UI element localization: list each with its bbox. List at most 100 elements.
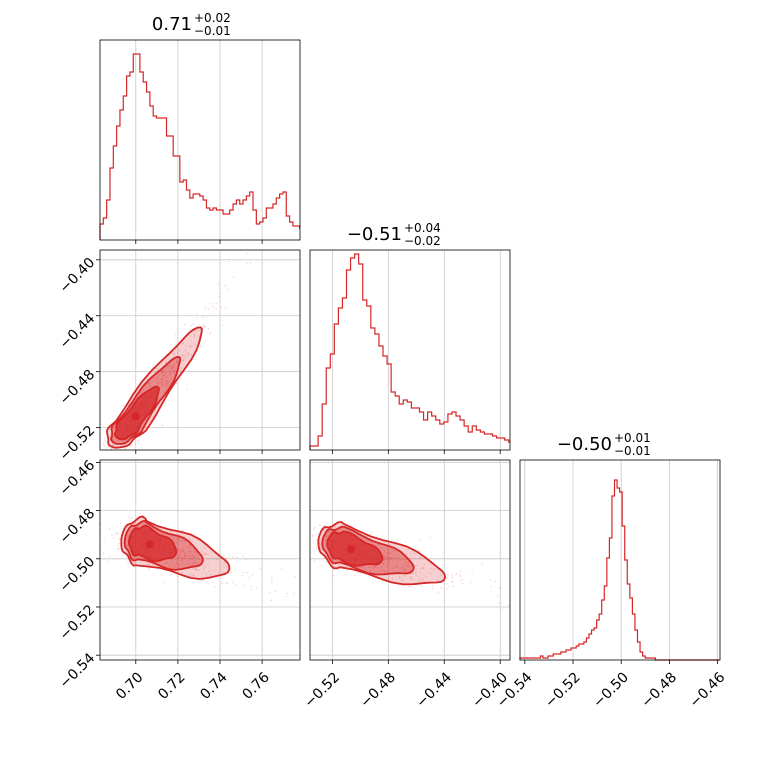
sample-point (315, 539, 317, 542)
sample-point (148, 567, 150, 570)
sample-point (166, 380, 168, 383)
sample-point (313, 552, 316, 555)
sample-point (133, 522, 136, 525)
sample-point (386, 566, 388, 568)
sample-point (149, 417, 152, 420)
sample-point (149, 563, 151, 566)
sample-point (176, 537, 178, 540)
sample-point (162, 380, 164, 382)
sample-point (242, 555, 244, 558)
sample-point (171, 367, 173, 369)
sample-point (419, 557, 422, 560)
sample-point (174, 566, 177, 568)
sample-point (384, 550, 386, 553)
sample-point (405, 565, 407, 567)
sample-point (178, 550, 181, 552)
sample-point (173, 354, 175, 356)
sample-point (203, 565, 206, 568)
sample-point (196, 313, 198, 315)
sample-point (216, 557, 218, 560)
sample-point (418, 576, 420, 578)
sample-point (147, 382, 149, 385)
sample-point (103, 445, 106, 447)
sample-point (160, 378, 163, 381)
sample-point (314, 548, 317, 551)
sample-point (177, 557, 179, 560)
sample-point (382, 558, 385, 561)
sample-point (191, 574, 193, 576)
sample-point (419, 556, 422, 559)
sample-point (170, 573, 173, 575)
sample-point (498, 602, 500, 604)
sample-point (409, 569, 412, 572)
sample-point (323, 538, 326, 540)
sample-point (195, 562, 198, 564)
sample-point (183, 552, 186, 554)
sample-point (205, 306, 208, 308)
sample-point (394, 557, 397, 559)
sample-point (213, 570, 216, 572)
sample-point (160, 381, 162, 384)
sample-point (149, 385, 152, 387)
sample-point (198, 569, 200, 572)
sample-point (126, 544, 129, 547)
sample-point (188, 558, 190, 560)
sample-point (409, 575, 411, 578)
sample-point (444, 564, 447, 566)
sample-point (201, 345, 203, 348)
sample-point (392, 560, 395, 562)
sample-point (420, 585, 423, 588)
sample-point (182, 354, 184, 357)
sample-point (174, 541, 177, 543)
sample-point (270, 578, 273, 580)
sample-point (175, 333, 177, 336)
sample-point (422, 567, 424, 570)
sample-point (163, 369, 166, 371)
sample-point (152, 563, 154, 566)
sample-point (127, 560, 129, 563)
panel-title-1: 0.71 +0.02−0.01 (152, 11, 231, 38)
sample-point (176, 562, 178, 565)
sample-point (470, 581, 472, 583)
sample-point (489, 579, 492, 581)
sample-point (201, 550, 203, 553)
sample-point (155, 381, 158, 384)
sample-point (353, 574, 356, 576)
sample-point (313, 528, 315, 531)
sample-point (212, 581, 214, 584)
sample-point (271, 575, 273, 578)
sample-point (157, 397, 160, 399)
sample-point (383, 562, 386, 565)
sample-point (402, 579, 404, 581)
title-lower-error: −0.02 (404, 234, 441, 248)
sample-point (316, 547, 319, 550)
sample-point (414, 571, 417, 574)
sample-point (189, 555, 192, 557)
sample-point (225, 566, 228, 568)
sample-point (175, 562, 177, 565)
sample-point (156, 378, 159, 381)
joint-content (310, 521, 510, 611)
sample-point (124, 439, 126, 442)
sample-point (246, 262, 248, 264)
title-lower-error: −0.01 (194, 24, 231, 38)
sample-point (259, 567, 262, 570)
sample-point (102, 443, 105, 445)
sample-point (129, 444, 132, 447)
sample-point (191, 562, 194, 565)
sample-point (172, 538, 174, 541)
sample-point (109, 428, 111, 431)
sample-point (158, 374, 161, 376)
sample-point (164, 376, 166, 378)
sample-point (221, 324, 224, 327)
sample-point (104, 437, 106, 440)
sample-point (123, 548, 125, 550)
histogram-step-line (309, 253, 510, 450)
sample-point (168, 365, 171, 368)
sample-point (184, 552, 186, 554)
sample-point (395, 560, 398, 563)
sample-point (155, 367, 157, 370)
panel-frame (99, 459, 301, 661)
sample-point (188, 544, 190, 547)
sample-point (318, 542, 321, 544)
